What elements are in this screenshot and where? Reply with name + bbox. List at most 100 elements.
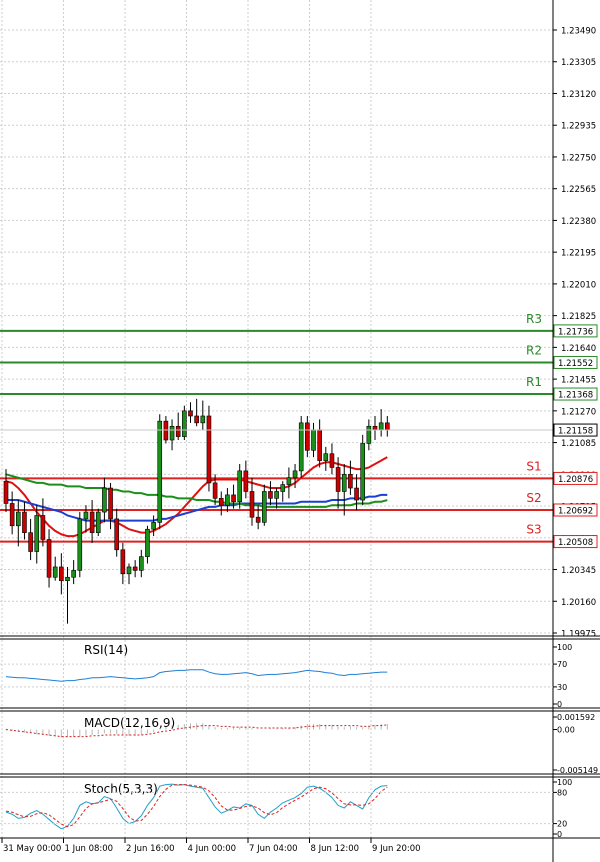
level-label-s1: S1 xyxy=(526,459,541,473)
macd-panel: MACD(12,16,9) 0.001592 0.00 -0.005149 xyxy=(5,713,598,775)
rsi-panel: RSI(14) 100 70 30 0 xyxy=(0,643,572,709)
candle-body xyxy=(188,410,193,417)
candle-body xyxy=(15,511,21,527)
level-label-s3: S3 xyxy=(526,523,541,537)
candle-body xyxy=(280,484,286,492)
moving-average-line xyxy=(6,493,388,522)
candle-body xyxy=(40,515,46,540)
candle-body xyxy=(354,487,359,501)
level-price-box xyxy=(553,355,598,369)
candle-body xyxy=(237,470,242,503)
price-tick-label: 1.22935 xyxy=(561,122,596,132)
candle-body xyxy=(348,474,353,489)
level-price-box xyxy=(553,535,598,549)
candle-body xyxy=(157,420,163,523)
level-price-label: 1.21736 xyxy=(558,327,593,337)
level-label-r1: R1 xyxy=(526,375,542,389)
candle-body xyxy=(46,539,52,578)
level-price-box xyxy=(553,503,598,517)
stoch-tick-label: 0 xyxy=(557,830,562,839)
candle-body xyxy=(231,494,236,503)
candle-body xyxy=(95,511,101,533)
candle-body xyxy=(378,422,384,431)
price-panel: R3 R2 R1 S1 S2 S3 xyxy=(0,29,553,634)
candle-body xyxy=(341,474,347,492)
candle-body xyxy=(255,516,261,523)
price-tick-label: 1.22380 xyxy=(561,217,596,227)
candle-body xyxy=(126,566,132,575)
candle-body xyxy=(120,549,126,575)
candle-body xyxy=(335,467,341,492)
candle-body xyxy=(317,429,322,461)
candle-body xyxy=(329,453,335,468)
price-horizontal-gridlines xyxy=(0,29,553,634)
candle-body xyxy=(249,491,255,518)
candle-body xyxy=(366,425,372,444)
price-tick-label: 1.20160 xyxy=(561,598,596,608)
level-label-s2: S2 xyxy=(526,491,541,505)
candle-body xyxy=(225,494,230,506)
candle-body xyxy=(274,491,279,499)
candle-body xyxy=(194,415,199,424)
candle-body xyxy=(28,532,33,552)
stoch-tick-label: 80 xyxy=(557,788,567,797)
candlesticks xyxy=(3,398,390,624)
price-tick-label: 1.20345 xyxy=(561,566,596,576)
candle-body xyxy=(261,491,267,523)
candle-body xyxy=(372,425,378,431)
candle-body xyxy=(298,422,304,472)
candle-body xyxy=(384,422,390,431)
level-price-label: 1.20692 xyxy=(558,506,593,516)
candle-body xyxy=(102,487,107,513)
candle-body xyxy=(89,511,95,533)
rsi-tick-label: 30 xyxy=(557,683,567,692)
level-price-label: 1.21552 xyxy=(558,359,593,369)
candle-body xyxy=(311,429,316,451)
level-price-label: 1.20508 xyxy=(558,538,593,548)
candle-body xyxy=(77,518,83,571)
price-tick-label: 1.22750 xyxy=(561,153,596,163)
candle-body xyxy=(52,566,58,578)
price-tick-label: 1.21640 xyxy=(561,344,596,354)
time-tick-label: 9 Jun 20:00 xyxy=(372,844,421,854)
level-label-r2: R2 xyxy=(526,343,542,357)
candle-body xyxy=(218,498,224,506)
price-tick-label: 1.22195 xyxy=(561,249,596,259)
time-tick-label: 31 May 00:00 xyxy=(3,844,61,854)
candle-body xyxy=(139,556,144,571)
rsi-line xyxy=(5,669,388,682)
candle-body xyxy=(65,576,70,581)
stoch-d-line xyxy=(5,784,388,828)
price-tick-label: 1.23305 xyxy=(561,58,596,68)
price-tick-label: 1.21825 xyxy=(561,312,596,322)
stoch-tick-label: 100 xyxy=(557,778,572,787)
candle-body xyxy=(360,443,366,501)
rsi-axis-labels: 100 70 30 0 xyxy=(0,643,572,709)
stoch-tick-label: 20 xyxy=(557,820,567,829)
moving-average-line xyxy=(5,473,388,508)
current-price-label: 1.21158 xyxy=(558,427,593,437)
candle-body xyxy=(175,425,181,437)
macd-tick-label: 0.00 xyxy=(557,726,575,735)
candle-body xyxy=(59,566,64,581)
candle-body xyxy=(182,410,187,437)
moving-average-line xyxy=(5,456,388,538)
price-tick-label: 1.23490 xyxy=(561,27,596,37)
candle-body xyxy=(323,453,329,461)
macd-title: MACD(12,16,9) xyxy=(84,716,175,730)
candle-body xyxy=(83,511,89,520)
candle-body xyxy=(243,470,249,492)
candle-body xyxy=(163,420,169,441)
candle-body xyxy=(22,511,27,533)
rsi-tick-label: 0 xyxy=(557,700,562,709)
price-tick-label: 1.22010 xyxy=(561,280,596,290)
candle-body xyxy=(108,487,113,520)
level-price-box xyxy=(553,471,598,485)
macd-tick-label: -0.005149 xyxy=(557,766,598,775)
price-tick-label: 1.21085 xyxy=(561,439,596,449)
time-tick-label: 1 Jun 08:00 xyxy=(65,844,114,854)
price-tick-label: 1.21270 xyxy=(561,407,596,417)
time-tick-label: 2 Jun 16:00 xyxy=(126,844,175,854)
candle-body xyxy=(151,522,156,530)
